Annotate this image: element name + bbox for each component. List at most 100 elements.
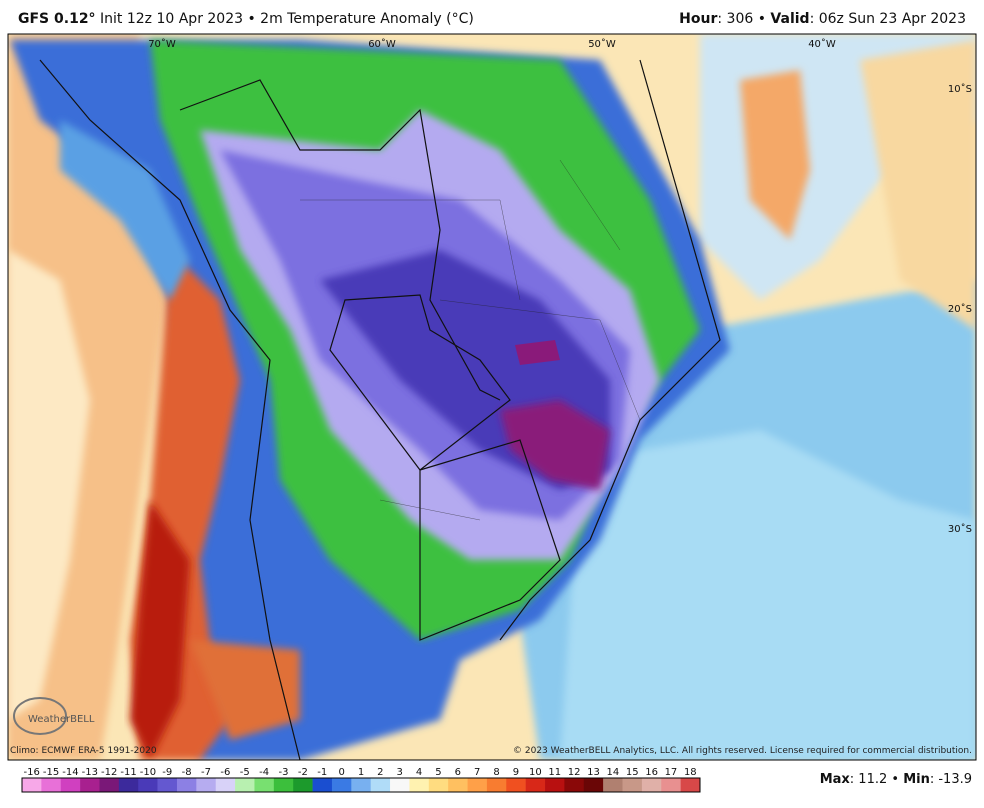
colorbar-swatch	[138, 778, 158, 792]
colorbar-swatch	[428, 778, 449, 792]
colorbar-swatch	[118, 778, 139, 792]
colorbar-tick-label: 0	[338, 767, 344, 778]
colorbar-tick-label: -12	[101, 767, 117, 778]
colorbar-swatch	[545, 778, 565, 792]
colorbar-tick-label: 2	[377, 767, 383, 778]
colorbar-swatch	[564, 778, 585, 792]
lon-label: 70˚W	[148, 38, 176, 50]
colorbar-tick-label: 5	[435, 767, 441, 778]
valid-label: Valid	[770, 11, 810, 27]
colorbar-tick-label: 9	[513, 767, 519, 778]
colorbar-swatch	[331, 778, 352, 792]
state-borders	[300, 159, 641, 521]
colorbar-tick-label: 7	[474, 767, 480, 778]
colorbar-tick-label: -7	[201, 767, 211, 778]
colorbar-swatch	[467, 778, 488, 792]
colorbar-swatch	[370, 778, 391, 792]
colorbar-tick-label: 11	[548, 767, 561, 778]
colorbar-tick-label: 8	[493, 767, 499, 778]
borders	[39, 59, 721, 760]
lat-label: 30˚S	[948, 523, 972, 535]
valid: : 06z Sun 23 Apr 2023	[809, 11, 966, 27]
lat-label: 20˚S	[948, 303, 972, 315]
colorbar-swatch	[622, 778, 643, 792]
min: : -13.9	[929, 772, 972, 787]
min-label: Min	[903, 772, 930, 787]
max: : 11.2 •	[849, 772, 904, 787]
colorbar-tick-label: 4	[416, 767, 422, 778]
map-field	[8, 34, 976, 760]
logo-swirl	[13, 697, 67, 735]
lon-labels: 70˚W 60˚W 50˚W 40˚W	[148, 38, 836, 50]
colorbar-tick-label: -2	[298, 767, 308, 778]
colorbar-tick-label: 1	[358, 767, 364, 778]
colorbar-swatch	[312, 778, 333, 792]
colorbar-tick-label: 10	[529, 767, 542, 778]
colorbar-swatch	[390, 778, 410, 792]
colorbar-swatch	[196, 778, 217, 792]
colorbar-swatch	[273, 778, 294, 792]
colorbar: -16 -15 -14 -13 -12 -11 -10 -9 -8 -7 -6 -5 -4 -3 -2 -1 0…	[21, 767, 701, 793]
colorbar-swatch	[80, 778, 100, 792]
logo-text: WeatherBELL	[28, 714, 95, 725]
colorbar-tick-label: -8	[182, 767, 192, 778]
colorbar-tick-label: 6	[455, 767, 461, 778]
colorbar-swatch	[157, 778, 178, 792]
lon-label: 60˚W	[368, 38, 396, 50]
climo: Climo: ECMWF ERA-5 1991-2020	[10, 746, 157, 756]
max-min: Max: 11.2 • Min: -13.9	[820, 772, 972, 787]
hour-label: Hour	[679, 11, 718, 27]
colorbar-tick-label: -13	[82, 767, 98, 778]
colorbar-frame	[21, 777, 701, 793]
colorbar-tick-label: 15	[626, 767, 639, 778]
colorbar-swatch	[60, 778, 81, 792]
logo: WeatherBELL	[13, 697, 95, 735]
colorbar-tick-label: -1	[317, 767, 327, 778]
colorbar-swatch	[293, 778, 313, 792]
colorbar-tick-label: -11	[120, 767, 136, 778]
colorbar-swatch	[603, 778, 623, 792]
colorbar-swatch	[99, 778, 120, 792]
colorbar-tick-label: -10	[140, 767, 156, 778]
colorbar-swatch	[409, 778, 430, 792]
colorbar-tick-label: -3	[279, 767, 289, 778]
colorbar-swatch	[641, 778, 662, 792]
colorbar-tick-label: 14	[606, 767, 619, 778]
header-left: GFS 0.12° Init 12z 10 Apr 2023 • 2m Temp…	[18, 11, 474, 27]
colorbar-swatch	[235, 778, 255, 792]
colorbar-tick-label: 13	[587, 767, 600, 778]
colorbar-swatch	[351, 778, 371, 792]
colorbar-tick-label: -5	[240, 767, 250, 778]
colorbar-tick-label: 18	[684, 767, 697, 778]
max-label: Max	[819, 772, 850, 787]
lon-label: 40˚W	[808, 38, 836, 50]
colorbar-swatch	[506, 778, 526, 792]
hour: : 306 •	[717, 11, 771, 27]
colorbar-swatch	[486, 778, 507, 792]
colorbar-tick-label: 17	[665, 767, 678, 778]
map-frame	[7, 33, 977, 761]
header-right: Hour: 306 • Valid: 06z Sun 23 Apr 2023	[679, 11, 966, 27]
lat-label: 10˚S	[948, 83, 972, 95]
colorbar-tick-label: -9	[162, 767, 172, 778]
colorbar-swatch	[680, 778, 701, 792]
colorbar-tick-label: -4	[259, 767, 269, 778]
colorbar-tick-label: 3	[397, 767, 403, 778]
lon-label: 50˚W	[588, 38, 616, 50]
colorbar-tick-label: -6	[220, 767, 230, 778]
model: GFS 0.12°	[18, 11, 96, 27]
colorbar-swatch	[22, 778, 42, 792]
lat-labels: 10˚S 20˚S 30˚S	[948, 83, 972, 535]
colorbar-tick-label: -15	[43, 767, 59, 778]
colorbar-tick-label: -16	[24, 767, 40, 778]
colorbar-swatch	[583, 778, 604, 792]
colorbar-swatch	[448, 778, 468, 792]
init: Init 12z 10 Apr 2023 • 2m Temperature An…	[100, 11, 474, 27]
colorbar-tick-label: 12	[568, 767, 581, 778]
colorbar-tick-label: 16	[645, 767, 658, 778]
colorbar-swatch	[215, 778, 236, 792]
colorbar-swatch	[525, 778, 546, 792]
colorbar-swatch	[661, 778, 681, 792]
